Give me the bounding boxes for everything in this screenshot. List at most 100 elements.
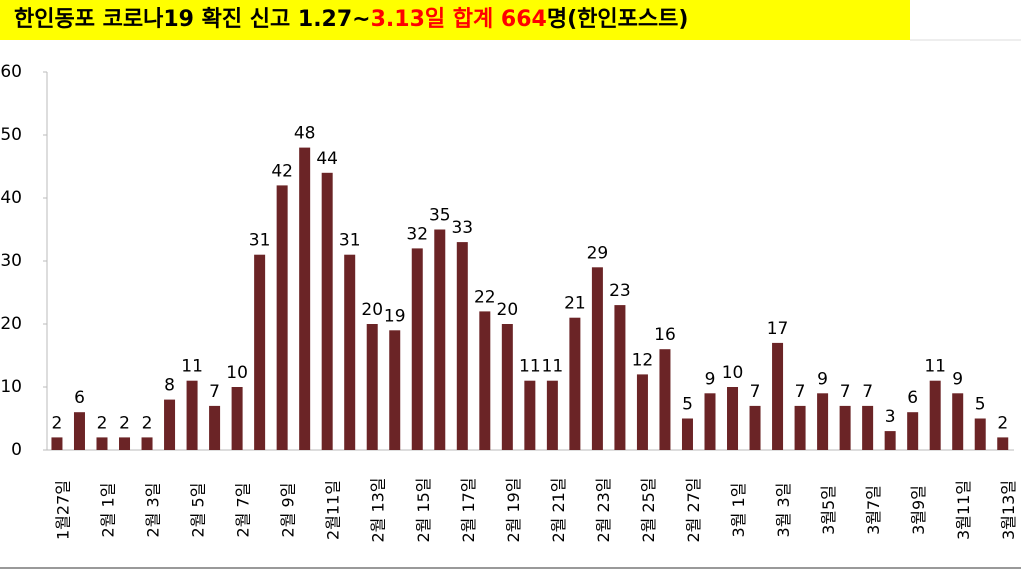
bar	[119, 437, 131, 450]
y-tick-label: 10	[0, 377, 22, 397]
value-label: 22	[474, 287, 496, 307]
bar	[884, 431, 896, 450]
value-label: 20	[361, 300, 383, 320]
title-part: 3.13일 합계 664	[371, 6, 547, 32]
value-label: 31	[339, 231, 361, 251]
value-label: 7	[862, 382, 873, 402]
value-label: 48	[294, 124, 316, 144]
value-label: 5	[975, 395, 986, 415]
value-label: 23	[609, 281, 631, 301]
value-label: 7	[750, 382, 761, 402]
bar	[186, 380, 198, 450]
x-tick-label: 2월 17일	[459, 477, 478, 542]
x-tick-label: 2월 7일	[234, 483, 253, 538]
bar	[96, 437, 108, 450]
bar	[614, 305, 626, 450]
x-tick-label: 3월5일	[819, 485, 838, 535]
x-tick-label: 3월13일	[999, 480, 1018, 540]
y-tick-label: 30	[0, 251, 22, 271]
value-label: 21	[564, 294, 586, 314]
x-tick-label: 2월 25일	[639, 477, 658, 542]
value-label: 11	[542, 357, 564, 377]
value-label: 2	[119, 413, 130, 433]
value-label: 32	[406, 224, 428, 244]
value-label: 2	[97, 413, 108, 433]
value-label: 20	[497, 300, 519, 320]
value-label: 17	[767, 319, 789, 339]
bar	[681, 418, 693, 450]
bar	[366, 324, 378, 450]
bar	[907, 412, 919, 450]
y-tick-label: 0	[11, 440, 22, 460]
bar	[569, 317, 581, 450]
x-tick-label: 2월 27일	[684, 477, 703, 542]
x-tick-label: 2월 15일	[414, 477, 433, 542]
title-part: 명(한인포스트)	[547, 7, 689, 32]
value-label: 12	[632, 350, 654, 370]
x-tick-label: 2월11일	[324, 480, 343, 540]
bar	[254, 254, 266, 450]
value-label: 11	[924, 357, 946, 377]
value-label: 3	[885, 407, 896, 427]
value-label: 5	[682, 395, 693, 415]
bar	[929, 380, 941, 450]
bar	[456, 242, 468, 450]
value-label: 29	[587, 243, 609, 263]
bar	[952, 393, 964, 450]
bar	[772, 342, 784, 450]
bar	[321, 172, 333, 451]
bar	[524, 380, 536, 450]
value-label: 44	[316, 149, 338, 169]
bar	[839, 405, 851, 450]
bar	[659, 349, 671, 450]
bar	[997, 437, 1009, 450]
bar	[51, 437, 63, 450]
value-label: 7	[840, 382, 851, 402]
title-part: 한인동포 코로나19 확진 신고 1.27~	[14, 7, 371, 32]
x-tick-label: 1월27일	[53, 480, 72, 540]
value-label: 11	[181, 357, 203, 377]
x-tick-label: 2월 13일	[369, 477, 388, 542]
x-tick-label: 3월 3일	[774, 483, 793, 538]
bar	[389, 330, 401, 450]
bar	[276, 185, 288, 450]
y-tick-label: 40	[0, 188, 22, 208]
x-tick-label: 3월7일	[864, 485, 883, 535]
bar	[141, 437, 153, 450]
value-label: 9	[705, 369, 716, 389]
bar	[704, 393, 716, 450]
x-tick-label: 3월9일	[909, 485, 928, 535]
value-label: 8	[164, 376, 175, 396]
bar	[299, 147, 311, 450]
x-tick-label: 2월 19일	[504, 477, 523, 542]
value-label: 19	[384, 306, 406, 326]
value-label: 11	[519, 357, 541, 377]
title-background	[0, 0, 910, 40]
x-tick-label: 3월11일	[954, 480, 973, 540]
value-label: 6	[74, 388, 85, 408]
bar	[209, 405, 221, 450]
bar	[591, 267, 603, 450]
x-tick-label: 2월 3일	[144, 483, 163, 538]
x-tick-label: 2월 9일	[279, 483, 298, 538]
value-label: 2	[997, 413, 1008, 433]
bar	[73, 412, 85, 450]
value-label: 7	[209, 382, 220, 402]
bar	[479, 311, 491, 450]
value-label: 10	[226, 363, 248, 383]
value-label: 10	[722, 363, 744, 383]
bar	[862, 405, 874, 450]
bar	[164, 399, 176, 450]
value-label: 2	[142, 413, 153, 433]
y-tick-label: 60	[0, 62, 22, 82]
bar	[974, 418, 986, 450]
x-tick-label: 2월 1일	[98, 483, 117, 538]
x-tick-label: 2월 21일	[549, 477, 568, 542]
value-label: 7	[795, 382, 806, 402]
bar	[749, 405, 761, 450]
bar	[727, 387, 739, 450]
bar	[794, 405, 806, 450]
bar	[501, 324, 513, 450]
